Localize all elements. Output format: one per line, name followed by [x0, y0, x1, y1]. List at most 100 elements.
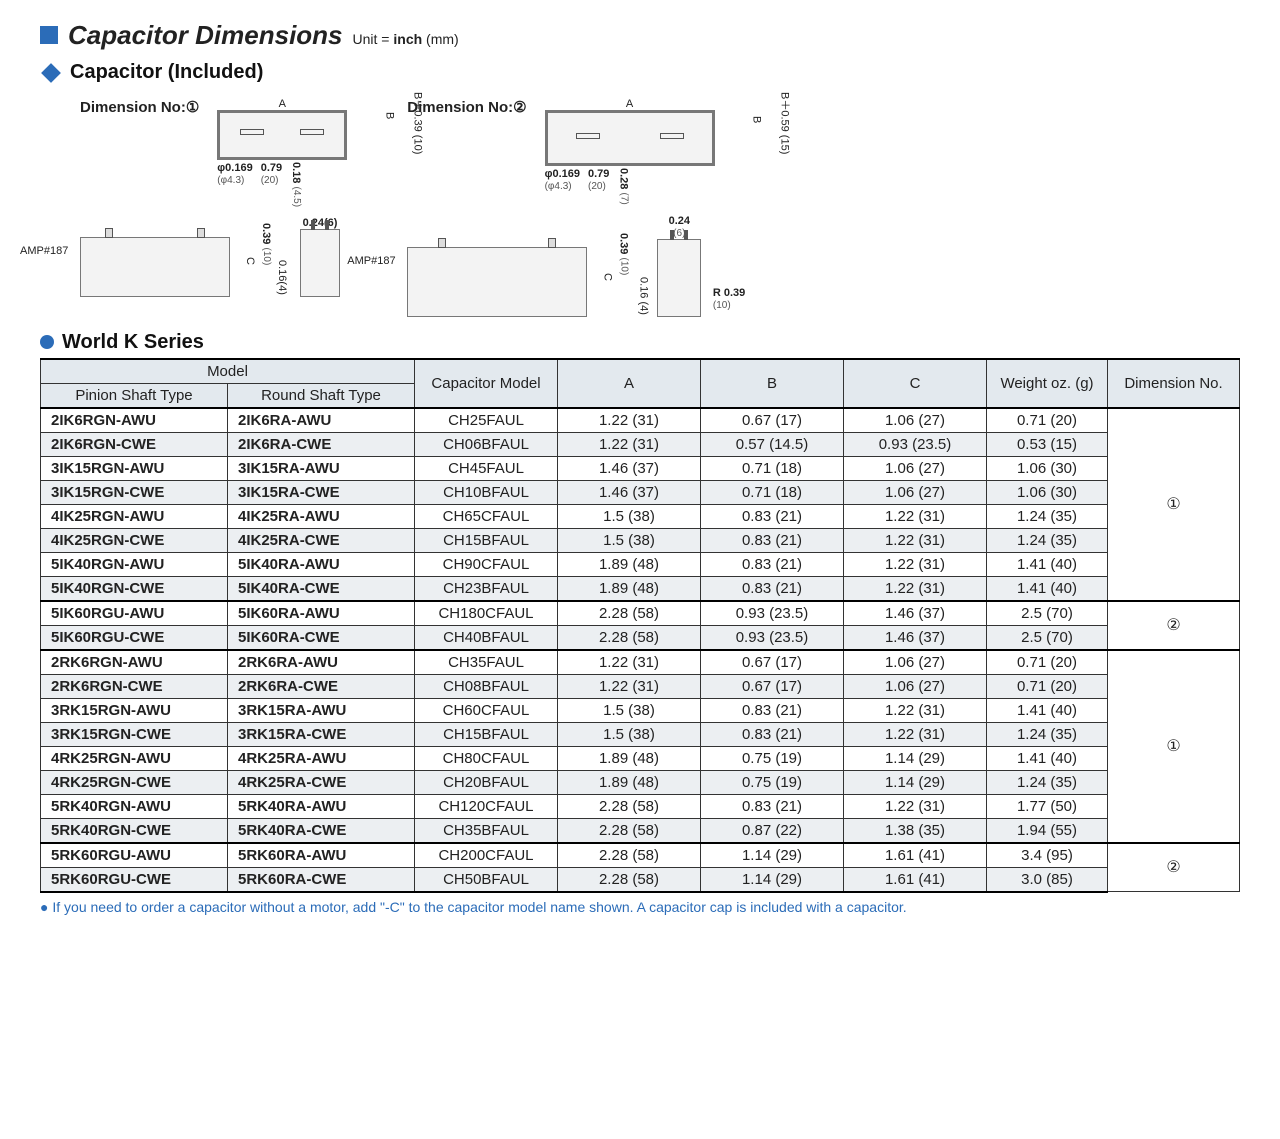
cell-value: CH35BFAUL	[415, 818, 558, 843]
dim-side-2: 0.24	[669, 215, 690, 227]
dim-B-2: B	[751, 116, 763, 123]
cell-value: 1.89 (48)	[558, 770, 701, 794]
cell-value: 0.75 (19)	[701, 746, 844, 770]
cell-value: 1.5 (38)	[558, 698, 701, 722]
unit-paren: (mm)	[422, 31, 459, 47]
cell-value: 0.71 (20)	[987, 408, 1108, 433]
dim-C-2: C	[601, 273, 613, 281]
cell-model: 3IK15RGN-AWU	[41, 456, 228, 480]
table-row: 5RK40RGN-AWU5RK40RA-AWUCH120CFAUL2.28 (5…	[41, 794, 1240, 818]
dim-phi-2: φ0.169	[545, 168, 580, 180]
table-row: 4RK25RGN-CWE4RK25RA-CWECH20BFAUL1.89 (48…	[41, 770, 1240, 794]
cell-value: CH180CFAUL	[415, 601, 558, 626]
cell-value: CH50BFAUL	[415, 867, 558, 892]
dim-20-2: 0.79	[588, 168, 609, 180]
cell-model: 3RK15RGN-CWE	[41, 722, 228, 746]
dim-r-2: R 0.39	[713, 287, 745, 299]
cell-model: 5RK60RA-CWE	[228, 867, 415, 892]
cell-value: CH15BFAUL	[415, 528, 558, 552]
dim-Bplus-2: B＋0.59 (15)	[779, 92, 791, 154]
unit-label: Unit = inch (mm)	[353, 31, 459, 47]
cell-value: 3.0 (85)	[987, 867, 1108, 892]
pin-icon	[105, 228, 113, 238]
cell-model: 2IK6RGN-CWE	[41, 432, 228, 456]
table-row: 3RK15RGN-CWE3RK15RA-CWECH15BFAUL1.5 (38)…	[41, 722, 1240, 746]
dim-C-1: C	[244, 257, 256, 265]
cell-value: 0.53 (15)	[987, 432, 1108, 456]
table-header: Model Capacitor Model A B C Weight oz. (…	[41, 359, 1240, 408]
cell-value: CH65CFAUL	[415, 504, 558, 528]
cell-value: CH200CFAUL	[415, 843, 558, 868]
cell-value: 0.67 (17)	[701, 408, 844, 433]
cell-model: 5IK40RGN-CWE	[41, 576, 228, 601]
cap-top-view-2	[545, 110, 715, 166]
cell-value: 0.93 (23.5)	[701, 625, 844, 650]
circle-bullet-icon	[40, 335, 54, 349]
cell-value: CH45FAUL	[415, 456, 558, 480]
cell-model: 5IK60RGU-CWE	[41, 625, 228, 650]
hdr-model: Model	[41, 359, 415, 384]
cell-value: 0.83 (21)	[701, 722, 844, 746]
dim-45-1: 0.18	[290, 162, 302, 183]
cell-value: 1.14 (29)	[701, 867, 844, 892]
dim-20mm-2: (20)	[588, 181, 606, 192]
cap-top-view-1	[217, 110, 347, 160]
hdr-A: A	[558, 359, 701, 408]
cell-model: 4IK25RA-AWU	[228, 504, 415, 528]
page-title-row: Capacitor Dimensions Unit = inch (mm)	[40, 20, 1240, 51]
cell-value: 1.41 (40)	[987, 552, 1108, 576]
cell-value: 1.46 (37)	[558, 456, 701, 480]
hdr-C: C	[844, 359, 987, 408]
cell-value: 1.06 (30)	[987, 456, 1108, 480]
footnote-text: If you need to order a capacitor without…	[52, 899, 906, 915]
cell-value: 0.93 (23.5)	[844, 432, 987, 456]
cell-dim-no: ②	[1108, 601, 1240, 650]
cell-model: 3RK15RA-CWE	[228, 722, 415, 746]
cell-value: CH15BFAUL	[415, 722, 558, 746]
table-row: 5IK40RGN-CWE5IK40RA-CWECH23BFAUL1.89 (48…	[41, 576, 1240, 601]
cell-model: 5IK60RA-AWU	[228, 601, 415, 626]
cell-value: 2.28 (58)	[558, 601, 701, 626]
terminal-icon	[240, 129, 264, 135]
cell-value: 1.22 (31)	[844, 576, 987, 601]
cell-value: 2.5 (70)	[987, 625, 1108, 650]
cell-dim-no: ②	[1108, 843, 1240, 892]
cell-model: 5IK60RGU-AWU	[41, 601, 228, 626]
table-row: 5IK60RGU-CWE5IK60RA-CWECH40BFAUL2.28 (58…	[41, 625, 1240, 650]
pin-icon	[684, 230, 688, 240]
dim-B-1: B	[383, 112, 395, 119]
cell-value: CH40BFAUL	[415, 625, 558, 650]
cell-value: CH06BFAUL	[415, 432, 558, 456]
hdr-B: B	[701, 359, 844, 408]
cell-value: 1.77 (50)	[987, 794, 1108, 818]
cell-value: 2.5 (70)	[987, 601, 1108, 626]
dim-h4-1: 0.16(4)	[276, 260, 288, 295]
cap-end-view-2	[657, 239, 701, 317]
dim-Bplus-1: B＋0.39 (10)	[411, 92, 423, 154]
cell-value: CH08BFAUL	[415, 674, 558, 698]
cell-value: 1.22 (31)	[844, 552, 987, 576]
hdr-round: Round Shaft Type	[228, 383, 415, 408]
cell-value: CH20BFAUL	[415, 770, 558, 794]
diamond-bullet-icon	[41, 63, 61, 83]
cell-model: 5RK40RA-CWE	[228, 818, 415, 843]
cell-value: 1.41 (40)	[987, 576, 1108, 601]
table-row: 3RK15RGN-AWU3RK15RA-AWUCH60CFAUL1.5 (38)…	[41, 698, 1240, 722]
cell-value: 1.06 (27)	[844, 674, 987, 698]
cell-model: 3RK15RA-AWU	[228, 698, 415, 722]
cell-model: 5RK60RGU-CWE	[41, 867, 228, 892]
terminal-icon	[660, 133, 684, 139]
pin-icon	[438, 238, 446, 248]
dim-h10mm-2: (10)	[618, 257, 629, 275]
cell-model: 5RK40RA-AWU	[228, 794, 415, 818]
cell-model: 2IK6RA-CWE	[228, 432, 415, 456]
dim-side-1: 0.24(6)	[303, 217, 338, 229]
cell-model: 5IK40RGN-AWU	[41, 552, 228, 576]
cell-dim-no: ①	[1108, 408, 1240, 601]
cell-value: 0.83 (21)	[701, 552, 844, 576]
cell-value: CH25FAUL	[415, 408, 558, 433]
table-row: 4IK25RGN-AWU4IK25RA-AWUCH65CFAUL1.5 (38)…	[41, 504, 1240, 528]
pin-icon	[311, 220, 315, 230]
cell-value: 1.5 (38)	[558, 722, 701, 746]
cell-value: 1.89 (48)	[558, 552, 701, 576]
